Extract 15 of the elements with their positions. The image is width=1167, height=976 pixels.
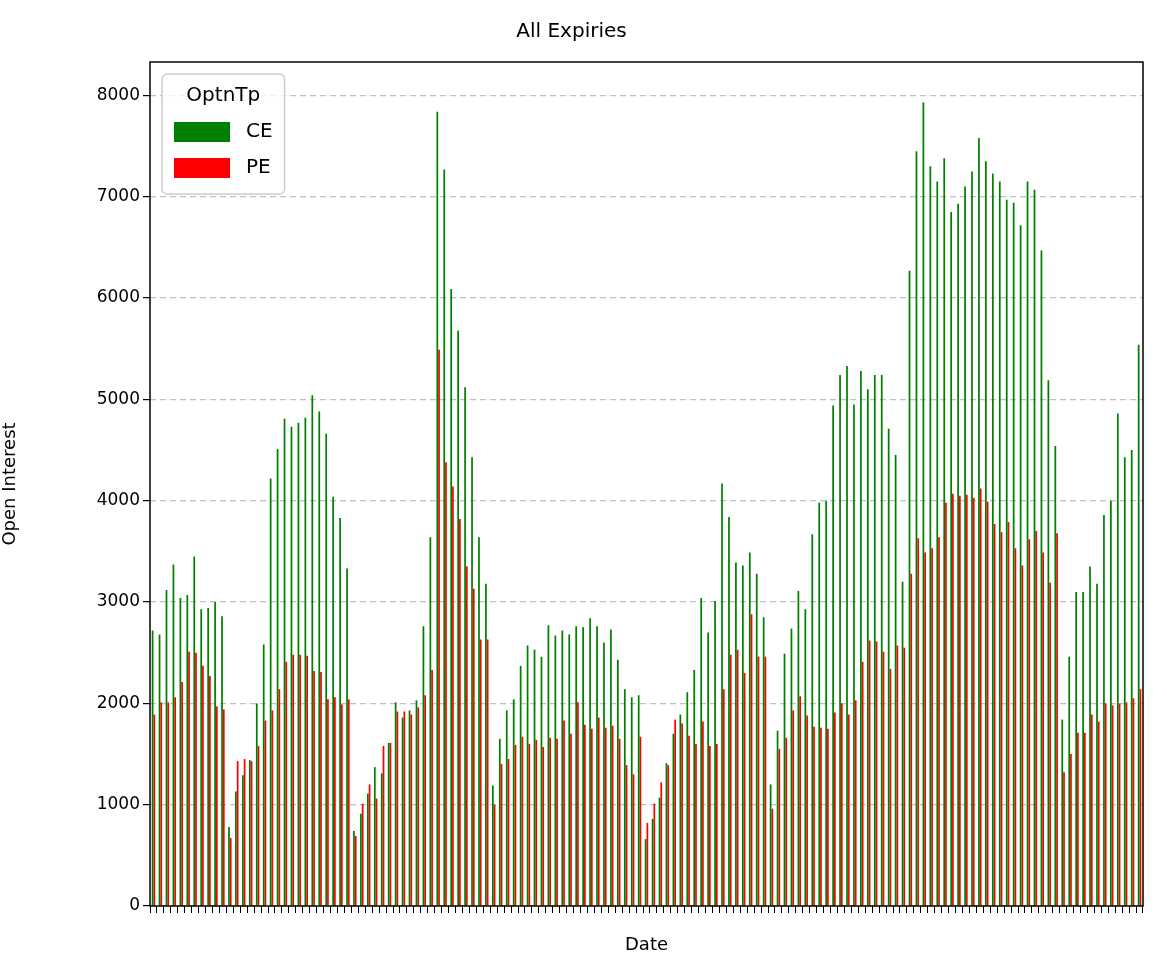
legend-label: CE	[246, 118, 273, 143]
y-tick-label: 1000	[96, 793, 140, 814]
y-tick-label: 6000	[96, 286, 140, 307]
chart-title: All Expiries	[516, 18, 627, 43]
legend-label: PE	[246, 154, 271, 179]
y-tick-label: 2000	[96, 691, 140, 712]
y-tick-label: 0	[129, 894, 140, 915]
y-tick-label: 8000	[96, 83, 140, 104]
y-tick-label: 7000	[96, 185, 140, 206]
y-tick-label: 3000	[96, 590, 140, 611]
y-tick-label: 4000	[96, 489, 140, 510]
x-axis-title: Date	[624, 932, 669, 954]
legend-title: OptnTp	[186, 82, 261, 107]
y-tick-label: 5000	[96, 387, 140, 408]
y-axis-title: Open Interest	[0, 422, 20, 546]
